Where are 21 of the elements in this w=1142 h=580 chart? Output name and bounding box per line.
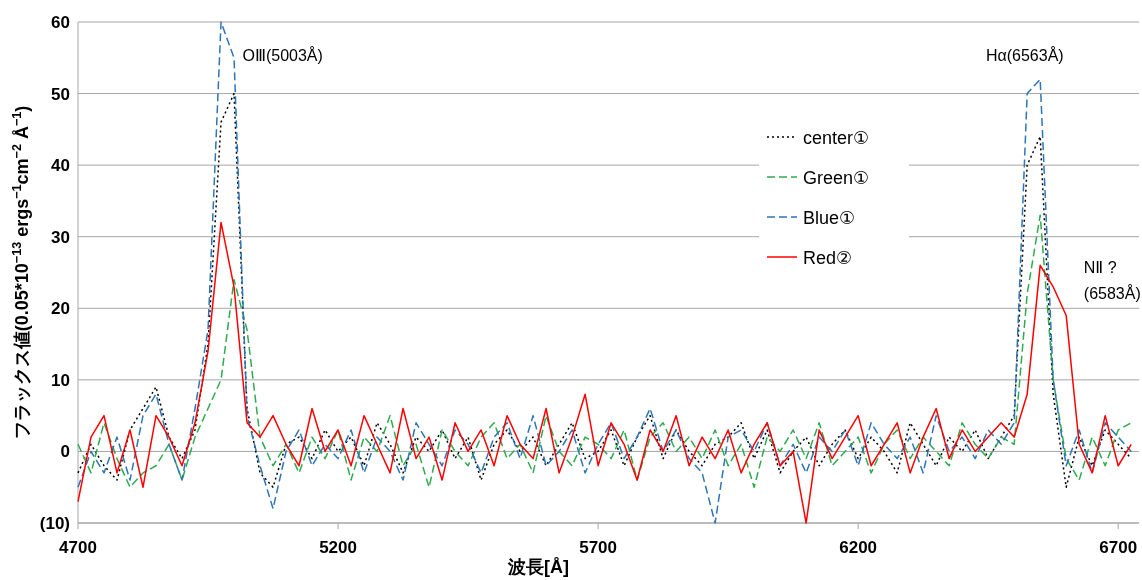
annotation: Hα(6563Å) xyxy=(985,45,1064,64)
y-tick-label: 20 xyxy=(51,299,70,319)
y-tick-label: 30 xyxy=(51,227,70,247)
x-tick-label: 6200 xyxy=(839,538,878,557)
y-tick-label: 0 xyxy=(60,442,70,462)
legend-label: center① xyxy=(803,128,870,148)
x-tick-label: 5200 xyxy=(319,538,357,557)
legend-label: Green① xyxy=(803,168,870,188)
legend-label: Red② xyxy=(803,248,853,268)
y-tick-label: 60 xyxy=(51,13,70,32)
y-tick-label: 10 xyxy=(51,370,70,390)
x-tick-label: 4700 xyxy=(59,538,97,557)
x-tick-label: 5700 xyxy=(579,538,618,557)
legend-label: Blue① xyxy=(803,208,856,228)
x-tick-label: 6700 xyxy=(1099,538,1138,557)
annotation: OⅢ(5003Å) xyxy=(242,45,323,64)
y-tick-label: (10) xyxy=(39,514,70,533)
y-tick-label: 40 xyxy=(51,156,70,176)
y-tick-label: 50 xyxy=(51,84,70,104)
annotation: NⅡ ? (6583Å) xyxy=(1083,259,1141,303)
x-axis-title: 波長[Å] xyxy=(507,557,569,577)
